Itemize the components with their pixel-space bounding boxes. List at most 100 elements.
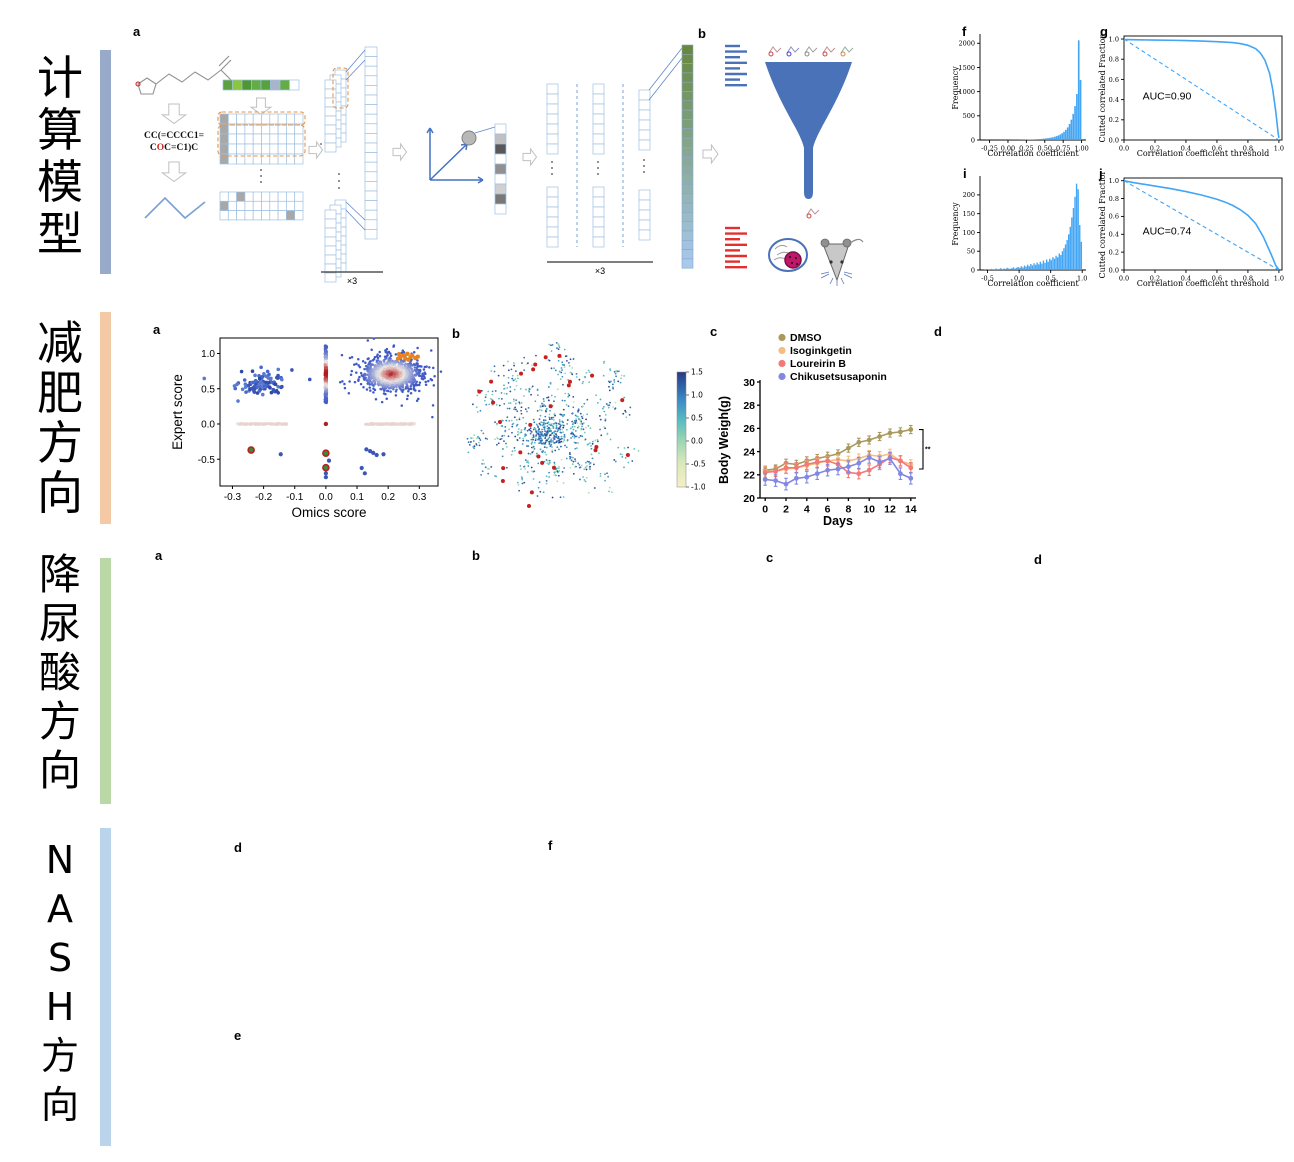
svg-text:1.00: 1.00 — [1074, 145, 1088, 153]
panel-i-histogram: -0.5 0.0 0.5 1.0 0 50 100 150 200 Correlation coe… — [950, 172, 1090, 296]
panel-a1-label: a — [133, 24, 141, 39]
svg-text:Chikusetsusaponin: Chikusetsusaponin — [790, 371, 887, 383]
svg-text:0.2: 0.2 — [1109, 116, 1119, 124]
panel-i-label: i — [963, 166, 967, 181]
svg-text:0.00: 0.00 — [1001, 145, 1015, 153]
svg-text:Frequency: Frequency — [951, 66, 960, 110]
svg-text:6: 6 — [825, 504, 831, 516]
svg-text:0: 0 — [971, 136, 975, 144]
bodyweight-line-chart: 0 2 4 6 8 10 12 14 20 22 24 26 28 30 Days Body Weigh(g)… — [716, 330, 938, 530]
svg-text:0.8: 0.8 — [1109, 56, 1119, 64]
panel-j-auc-curve: 0.0 0.2 0.4 0.6 0.8 1.0 0.0 0.2 0.4 0.6 0.8 1.0 Corr… — [1096, 172, 1290, 296]
svg-text:20: 20 — [743, 493, 755, 505]
svg-text:50: 50 — [967, 248, 975, 256]
bua-bar-chart-d — [1046, 556, 1292, 808]
svg-text:0.8: 0.8 — [1109, 195, 1119, 203]
svg-text:**: ** — [925, 446, 931, 453]
row-label-3: 降尿酸方向 — [38, 550, 81, 795]
svg-text:COC=C1)C: COC=C1)C — [150, 142, 198, 153]
svg-text:0.6: 0.6 — [1212, 275, 1222, 283]
svg-text:1.0: 1.0 — [1109, 35, 1119, 43]
svg-text:8: 8 — [845, 504, 851, 516]
panel-hua-b-label: b — [472, 548, 480, 563]
panel-wl-a-label: a — [153, 322, 161, 337]
svg-text:-0.2: -0.2 — [255, 492, 273, 503]
svg-text:0.0: 0.0 — [1119, 275, 1129, 283]
panel-wl-b-label: b — [452, 326, 460, 341]
svg-text:2000: 2000 — [958, 40, 975, 48]
svg-text:-0.3: -0.3 — [224, 492, 242, 503]
bua-bar-chart-c — [780, 556, 1018, 806]
svg-text:AUC=0.90: AUC=0.90 — [1143, 91, 1192, 103]
svg-text:×3: ×3 — [595, 266, 605, 276]
svg-text:-1.0: -1.0 — [691, 483, 705, 492]
svg-text:10: 10 — [863, 504, 875, 516]
svg-text:Isoginkgetin: Isoginkgetin — [790, 345, 852, 357]
svg-text:Days: Days — [823, 514, 853, 528]
row-color-bar-1 — [100, 50, 111, 274]
svg-text:Loureirin B: Loureirin B — [790, 358, 846, 370]
panel-hua-c-label: c — [766, 550, 774, 565]
svg-text:4: 4 — [804, 504, 810, 516]
svg-text:1500: 1500 — [958, 64, 975, 72]
model-architecture-diagram: CC(=CCCC1= COC=C1)C ×3 ×3 — [125, 22, 935, 294]
svg-text:-0.25: -0.25 — [981, 145, 998, 153]
svg-text:0.8: 0.8 — [1243, 275, 1253, 283]
svg-text:0.75: 0.75 — [1056, 145, 1070, 153]
svg-text:0.2: 0.2 — [381, 492, 395, 503]
svg-text:500: 500 — [963, 112, 975, 120]
svg-text:Correlation coefficient thresh: Correlation coefficient threshold — [1137, 279, 1270, 288]
svg-text:0.3: 0.3 — [412, 492, 426, 503]
svg-text:AUC=0.74: AUC=0.74 — [1143, 225, 1192, 237]
svg-text:0.0: 0.0 — [319, 492, 333, 503]
svg-text:CC(=CCCC1=: CC(=CCCC1= — [144, 130, 204, 141]
row-color-bar-3 — [100, 558, 111, 804]
panel-f-histogram: -0.25 0.00 0.25 0.50 0.75 1.00 0 500 1000 1500 200… — [950, 30, 1090, 166]
svg-text:Frequency: Frequency — [951, 202, 960, 246]
svg-text:DMSO: DMSO — [790, 332, 822, 344]
panel-f-label: f — [962, 24, 967, 39]
panel-nash-e-label: e — [234, 1028, 242, 1043]
svg-text:Correlation coefficient: Correlation coefficient — [987, 279, 1079, 288]
svg-text:0.0: 0.0 — [201, 420, 215, 431]
svg-text:1000: 1000 — [958, 88, 975, 96]
panel-hua-a-label: a — [155, 548, 163, 563]
row-label-2: 减肥方向 — [37, 316, 83, 520]
panel-nash-f-label: f — [548, 838, 553, 853]
alt-ast-bar-chart — [244, 812, 544, 982]
svg-text:Correlation coefficient: Correlation coefficient — [987, 149, 1079, 158]
weightloss-network-plot: 1.5 1.0 0.5 0.0 -0.5 -1.0 — [455, 332, 705, 528]
svg-text:0.2: 0.2 — [1150, 145, 1160, 153]
svg-text:0.4: 0.4 — [1181, 275, 1191, 283]
panel-b1-label: b — [698, 26, 706, 41]
svg-text:-0.5: -0.5 — [198, 455, 216, 466]
row-label-1: 计算模型 — [37, 51, 83, 261]
svg-text:0.0: 0.0 — [1109, 136, 1119, 144]
svg-text:0.0: 0.0 — [1119, 145, 1129, 153]
svg-text:0.2: 0.2 — [1150, 275, 1160, 283]
panel-g-auc-curve: 0.0 0.2 0.4 0.6 0.8 1.0 0.0 0.2 0.4 0.6 0.8 1.0 Corr… — [1096, 30, 1290, 166]
svg-text:0.8: 0.8 — [1243, 145, 1253, 153]
svg-text:-0.5: -0.5 — [691, 460, 705, 469]
svg-text:1.0: 1.0 — [1077, 275, 1087, 283]
svg-text:-0.5: -0.5 — [981, 275, 994, 283]
svg-text:0.5: 0.5 — [691, 414, 703, 423]
adipose-weight-bar-chart — [944, 330, 1292, 528]
row-color-bar-2 — [100, 312, 111, 524]
svg-text:1.0: 1.0 — [691, 391, 703, 400]
svg-text:2: 2 — [783, 504, 789, 516]
svg-text:Omics score: Omics score — [291, 505, 366, 520]
svg-text:150: 150 — [963, 210, 975, 218]
svg-text:28: 28 — [743, 400, 755, 412]
svg-text:1.0: 1.0 — [1274, 145, 1284, 153]
panel-hua-d-label: d — [1034, 552, 1042, 567]
svg-text:0.4: 0.4 — [1109, 96, 1119, 104]
svg-text:Body Weigh(g): Body Weigh(g) — [717, 396, 731, 484]
hua-score-scatter-a — [168, 558, 468, 806]
panel-wl-c-label: c — [710, 324, 718, 339]
row-color-bar-4 — [100, 828, 111, 1146]
svg-text:0.6: 0.6 — [1109, 213, 1119, 221]
svg-text:1.0: 1.0 — [201, 349, 215, 360]
svg-text:24: 24 — [743, 446, 755, 458]
